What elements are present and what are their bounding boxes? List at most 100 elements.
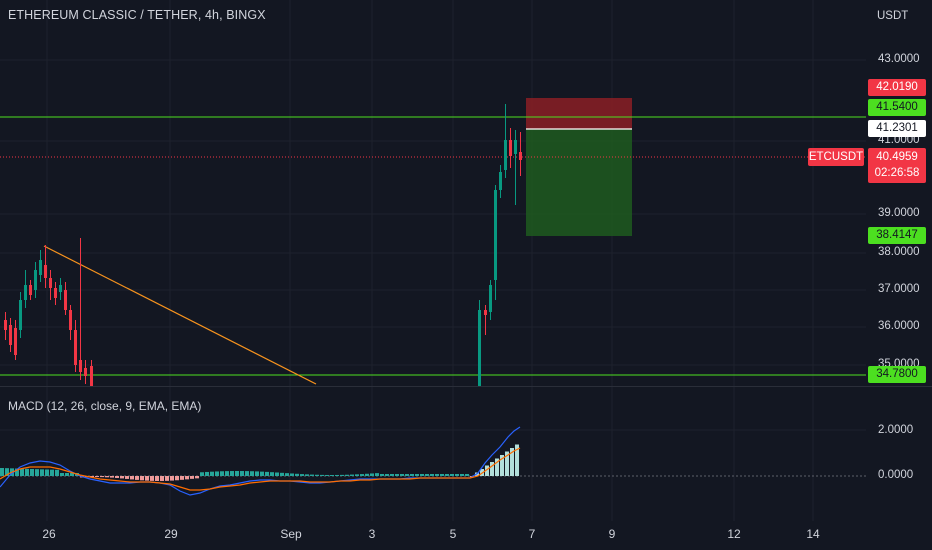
macd-grid bbox=[0, 387, 866, 521]
price-grid bbox=[0, 0, 866, 386]
macd-histogram-bar bbox=[30, 469, 34, 476]
macd-histogram-bar bbox=[290, 473, 294, 476]
candle-body bbox=[64, 290, 67, 310]
macd-histogram bbox=[0, 444, 519, 481]
candle-body bbox=[478, 310, 481, 386]
take-profit-zone[interactable] bbox=[526, 129, 632, 236]
candle-body bbox=[44, 265, 47, 278]
macd-histogram-bar bbox=[20, 468, 24, 476]
macd-histogram-bar bbox=[110, 476, 114, 478]
macd-histogram-bar bbox=[270, 472, 274, 476]
macd-histogram-bar bbox=[45, 469, 49, 476]
candle-body bbox=[504, 140, 507, 170]
macd-histogram-bar bbox=[280, 472, 284, 476]
macd-histogram-bar bbox=[385, 474, 389, 476]
take-profit-price-tag[interactable]: 38.4147 bbox=[868, 227, 926, 244]
macd-histogram-bar bbox=[460, 474, 464, 476]
macd-histogram-bar bbox=[135, 476, 139, 480]
candle-body bbox=[49, 278, 52, 288]
macd-pane[interactable] bbox=[0, 387, 866, 521]
time-label: Sep bbox=[280, 527, 302, 541]
candle-body bbox=[90, 366, 93, 386]
price-tick: 41.0000 bbox=[878, 134, 920, 146]
macd-histogram-bar bbox=[140, 476, 144, 481]
candle-body bbox=[79, 360, 82, 372]
macd-histogram-bar bbox=[365, 473, 369, 476]
macd-tick: 0.0000 bbox=[878, 469, 914, 481]
trendline[interactable] bbox=[43, 245, 317, 385]
macd-histogram-bar bbox=[350, 474, 354, 476]
macd-histogram-bar bbox=[485, 465, 489, 476]
macd-histogram-bar bbox=[395, 474, 399, 476]
macd-histogram-bar bbox=[15, 468, 19, 476]
macd-histogram-bar bbox=[430, 474, 434, 476]
macd-histogram-bar bbox=[255, 471, 259, 476]
macd-histogram-bar bbox=[510, 448, 514, 476]
macd-histogram-bar bbox=[125, 476, 129, 479]
support-price-tag[interactable]: 34.7800 bbox=[868, 366, 926, 383]
macd-histogram-bar bbox=[120, 476, 124, 479]
candle-body bbox=[14, 328, 17, 355]
macd-histogram-bar bbox=[100, 476, 104, 478]
time-label: 12 bbox=[727, 527, 741, 541]
time-label: 9 bbox=[608, 527, 616, 541]
macd-histogram-bar bbox=[420, 474, 424, 476]
price-tick: 38.0000 bbox=[878, 246, 920, 258]
macd-histogram-bar bbox=[455, 474, 459, 476]
price-chart[interactable] bbox=[0, 0, 866, 386]
time-label: 7 bbox=[528, 527, 536, 541]
current-price-tag[interactable]: 40.4959 02:26:58 bbox=[868, 148, 926, 183]
macd-histogram-bar bbox=[180, 476, 184, 480]
title-pair: ETHEREUM CLASSIC / TETHER bbox=[8, 8, 198, 22]
macd-histogram-bar bbox=[330, 474, 334, 476]
symbol-tag[interactable]: ETCUSDT bbox=[808, 148, 864, 166]
macd-histogram-bar bbox=[400, 474, 404, 476]
title-exchange: BINGX bbox=[226, 8, 266, 22]
macd-histogram-bar bbox=[205, 471, 209, 476]
current-price: 40.4959 bbox=[876, 151, 918, 163]
stop-loss-zone[interactable] bbox=[526, 98, 632, 129]
macd-histogram-bar bbox=[55, 469, 59, 476]
macd-histogram-bar bbox=[415, 474, 419, 476]
macd-indicator-title[interactable]: MACD (12, 26, close, 9, EMA, EMA) bbox=[8, 399, 202, 413]
macd-histogram-bar bbox=[35, 469, 39, 476]
signal-line bbox=[0, 447, 521, 491]
chart-title[interactable]: ETHEREUM CLASSIC / TETHER, 4h, BINGX bbox=[8, 8, 266, 22]
macd-histogram-bar bbox=[150, 476, 154, 481]
stop-loss-price-tag[interactable]: 42.0190 bbox=[868, 79, 926, 96]
candle-body bbox=[29, 285, 32, 295]
macd-histogram-bar bbox=[160, 476, 164, 481]
macd-line bbox=[0, 426, 521, 496]
currency-label[interactable]: USDT bbox=[877, 10, 909, 22]
macd-histogram-bar bbox=[130, 476, 134, 480]
macd-histogram-bar bbox=[490, 462, 494, 476]
macd-histogram-bar bbox=[275, 472, 279, 476]
entry-price-tag[interactable]: 41.2301 bbox=[868, 120, 926, 137]
macd-histogram-bar bbox=[440, 474, 444, 476]
macd-histogram-bar bbox=[435, 474, 439, 476]
macd-histogram-bar bbox=[495, 458, 499, 476]
time-label: 26 bbox=[42, 527, 56, 541]
candle-body bbox=[39, 260, 42, 275]
macd-histogram-bar bbox=[360, 474, 364, 476]
macd-histogram-bar bbox=[105, 476, 109, 478]
candle-body bbox=[24, 285, 27, 300]
candle-body bbox=[514, 140, 517, 154]
macd-histogram-bar bbox=[260, 471, 264, 476]
time-label: 29 bbox=[164, 527, 178, 541]
macd-histogram-bar bbox=[300, 474, 304, 476]
macd-histogram-bar bbox=[0, 468, 4, 476]
resistance-price-tag[interactable]: 41.5400 bbox=[868, 99, 926, 116]
macd-histogram-bar bbox=[465, 474, 469, 476]
candle-body bbox=[69, 310, 72, 330]
macd-histogram-bar bbox=[175, 476, 179, 481]
time-label: 3 bbox=[368, 527, 376, 541]
macd-histogram-bar bbox=[230, 471, 234, 476]
pane-divider[interactable] bbox=[0, 386, 932, 387]
price-tick: 39.0000 bbox=[878, 207, 920, 219]
macd-histogram-bar bbox=[90, 476, 94, 478]
macd-histogram-bar bbox=[340, 474, 344, 476]
macd-histogram-bar bbox=[425, 474, 429, 476]
price-tick: 43.0000 bbox=[878, 53, 920, 65]
